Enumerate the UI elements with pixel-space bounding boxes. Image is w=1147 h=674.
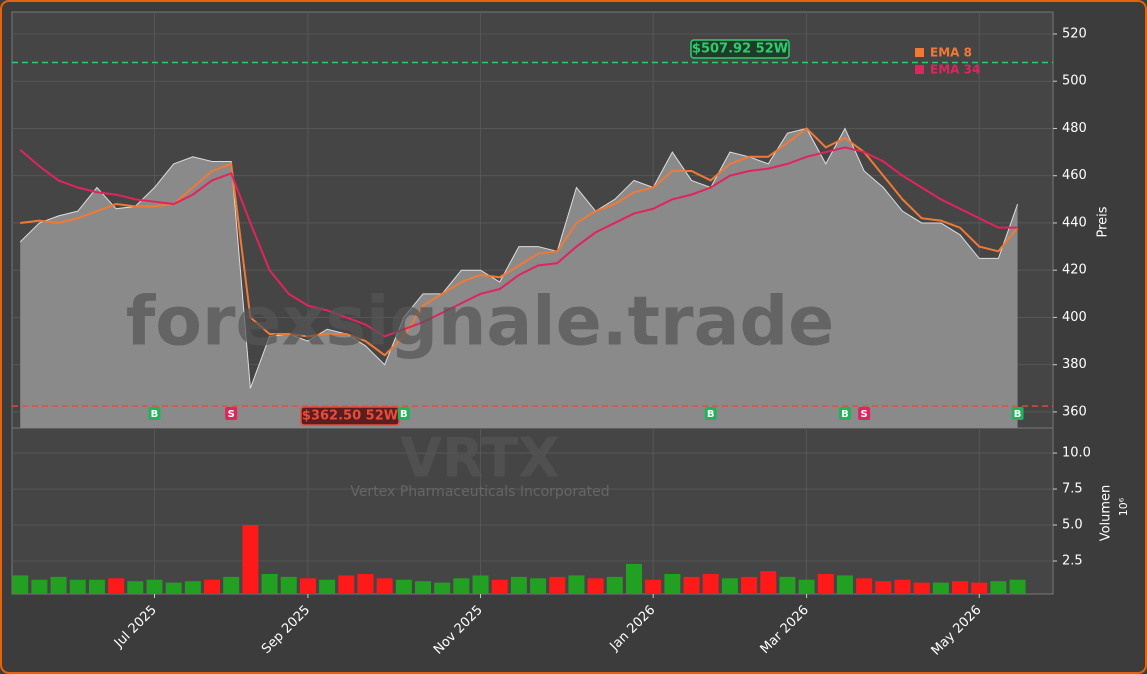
volume-bar [549,576,566,594]
y-tick-label: 400 [1062,310,1087,325]
volume-bar [472,575,489,594]
volume-bar [146,579,163,594]
volume-bar [261,573,278,594]
ema-line [20,127,1019,357]
volume-bar [395,579,412,594]
volume-bar [223,576,240,594]
volume-tick-label: 5.0 [1062,518,1083,533]
volume-bar [702,573,719,594]
volume-bar [299,578,316,594]
volume-bar [856,578,873,594]
volume-bar [932,582,949,594]
volume-bar [165,582,182,594]
y-tick-label: 380 [1062,357,1087,372]
volume-bar [108,578,125,594]
volume-bar [568,575,585,594]
volume-bar [587,578,604,594]
price-area [20,128,1018,428]
volume-bar [50,576,67,594]
volume-bar [817,573,834,594]
signal-box [225,407,238,420]
volume-bar [721,578,738,594]
signal-label: B [707,409,715,420]
ema-line [19,146,1018,338]
volume-bar [204,579,221,594]
y-tick-label: 440 [1062,215,1087,230]
company-watermark: Vertex Pharmaceuticals Incorporated [350,484,609,500]
signal-label: S [228,409,235,420]
low-label: $362.50 52W [302,409,398,424]
legend-label: EMA 34 [930,63,980,77]
volume-bar [415,581,431,594]
volume-bar [913,582,930,594]
high-label: $507.92 52W [692,42,788,57]
volume-bar [184,581,201,594]
volume-bar [530,578,547,594]
volume-tick-label: 2.5 [1062,554,1083,569]
signal-label: B [151,409,159,420]
volume-bar [357,573,374,594]
volume-bar [510,576,527,594]
high-label-box [690,39,790,59]
volume-bar [453,578,470,594]
legend-label: EMA 8 [930,46,972,60]
volume-tick-label: 7.5 [1062,482,1083,497]
volume-bar [434,582,451,594]
volume-bar [798,579,815,594]
y-tick-label: 420 [1062,263,1087,278]
watermark: forexsignale.trade [126,283,835,362]
volume-bar [741,576,758,594]
volume-bar [88,579,105,594]
volume-bar [645,579,662,594]
y-tick-label: 500 [1062,74,1087,89]
volume-bar [760,571,777,594]
y-axis-label: Preis [1096,206,1111,237]
volume-bar [971,582,988,594]
volume-bar [12,575,29,594]
volume-bar [1009,579,1026,594]
y-tick-label: 360 [1062,404,1087,419]
volume-bar [990,581,1007,594]
volume-unit: 10⁶ [1117,497,1130,516]
signal-box [858,407,871,420]
y-tick-label: 480 [1062,121,1087,136]
volume-bar [664,573,681,594]
volume-bar [779,576,796,594]
volume-bar [836,575,853,594]
y-tick-label: 520 [1062,26,1087,41]
volume-bar [875,581,892,594]
volume-bar [894,579,911,594]
signal-box [1011,407,1024,420]
legend-swatch [915,48,924,57]
plot-layer: 360 380 400 420 440 460 480 500 520 2.5 5.0 7.5 10.0… [12,12,1091,659]
volume-bar [69,579,86,594]
signal-label: B [841,409,849,420]
volume-bar [31,579,48,594]
volume-bar [319,579,336,594]
volume-bar [606,576,623,594]
volume-bar [376,578,393,594]
volume-axis-label: Volumen [1099,485,1114,542]
signal-box [148,407,161,420]
volume-bar [625,563,642,594]
ticker-watermark: VRTX [400,427,559,490]
volume-bar [683,576,700,594]
volume-tick-label: 10.0 [1062,446,1091,461]
y-tick-label: 460 [1062,168,1087,183]
signal-box [704,407,717,420]
signal-box [838,407,851,420]
volume-bar [491,579,508,594]
signal-label: B [1014,409,1022,420]
volume-bar [338,575,355,594]
volume-bar [242,525,259,594]
legend-swatch [915,65,924,74]
signal-box [397,407,410,420]
volume-bar [952,581,969,594]
volume-bar [280,576,297,594]
signal-label: S [861,409,868,420]
volume-bar [127,581,144,594]
signal-label: B [400,409,408,420]
